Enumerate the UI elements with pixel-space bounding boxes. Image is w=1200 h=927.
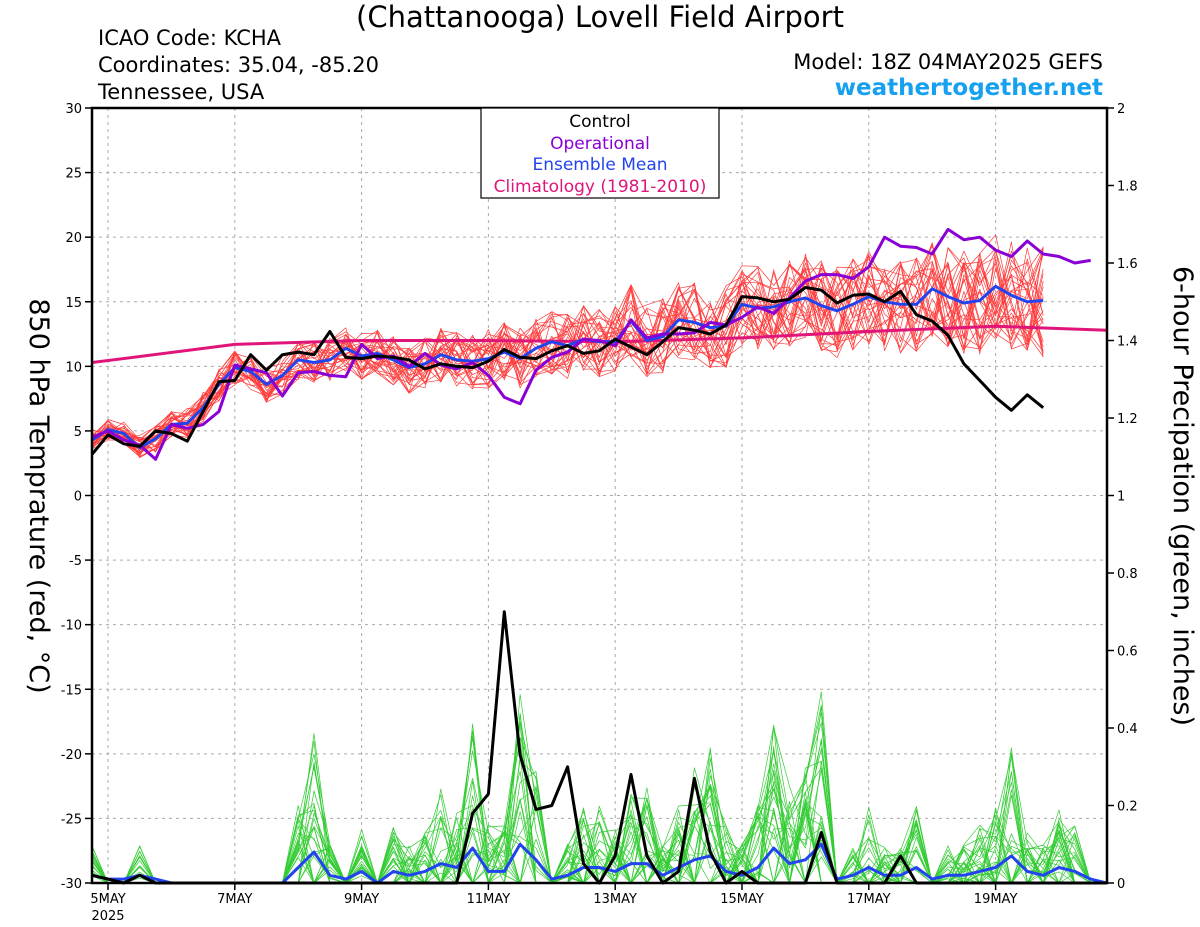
y2-tick-label: 1.4 [1117,335,1138,350]
precip-members [91,691,1107,884]
precip-member-line [92,694,1107,884]
y-tick-label: 15 [65,296,82,311]
y-tick-label: -10 [61,619,82,634]
y-tick-label: 5 [74,425,82,440]
y2-tick-label: 1.6 [1117,257,1138,272]
y-tick-label: -25 [61,812,82,827]
temp-member-line [91,241,1044,449]
x-tick-label: 17MAY [847,892,891,907]
temp-member-line [92,258,1044,451]
model-run: Model: 18Z 04MAY2025 GEFS [793,50,1103,74]
temp-operational-line [91,227,1091,461]
y2-tick-label: 1.2 [1117,412,1138,427]
temp-control-line [91,286,1045,456]
temp-member-line [92,259,1044,441]
x-tick-label: 7MAY [217,892,252,907]
legend-operational: Operational [550,134,650,154]
x-tick-label: 13MAY [593,892,637,907]
y-tick-label: 25 [65,167,82,182]
temp-member-line [92,258,1044,446]
y2-tick-label: 0.2 [1117,800,1138,815]
legend-box [480,107,720,199]
x-tick-label: 5MAY [90,892,125,907]
legend-climatology: Climatology (1981-2010) [494,177,707,197]
y2-tick-label: 1 [1117,490,1125,505]
precip-member-line [91,721,1107,884]
y-axis-label: 850 hPa Temprature (red, °C) [23,298,54,693]
x-tick-label: 11MAY [467,892,511,907]
temp-member-line [92,250,1044,457]
temp-member-line [91,242,1044,452]
y2-tick-label: 2 [1117,102,1125,117]
location: Tennessee, USA [98,80,265,104]
x-tick-label: 19MAY [974,892,1018,907]
y2-tick-label: 0 [1117,877,1125,892]
precip-member-line [92,723,1107,884]
x-tick-label: 9MAY [344,892,379,907]
grid-lines [92,108,1107,883]
precip-member-line [92,691,1107,884]
temp-member-line [91,252,1044,446]
y2-tick-label: 0.4 [1117,722,1138,737]
y-tick-label: 30 [65,102,82,117]
temp-member-line [91,258,1044,449]
y2-tick-label: 0.8 [1117,567,1138,582]
precip-control-line [91,610,1107,885]
y-tick-label: -5 [69,554,82,569]
x-tick-label: 15MAY [720,892,764,907]
legend: Control Operational Ensemble Mean Climat… [480,107,720,199]
axis-ticks: 302520151050-5-10-15-20-25-3021.81.61.41… [61,102,1138,924]
y2-tick-label: 0.6 [1117,645,1138,660]
y-tick-label: 0 [74,490,82,505]
y-tick-label: 10 [65,360,82,375]
temp-member-line [92,251,1044,455]
y-tick-label: -15 [61,683,82,698]
precip-member-line [92,722,1107,884]
coordinates: Coordinates: 35.04, -85.20 [98,53,379,77]
legend-control: Control [569,112,630,132]
x-tick-year: 2025 [91,909,124,924]
y-tick-label: -20 [61,748,82,763]
legend-ensemble-mean: Ensemble Mean [532,155,667,175]
site-link[interactable]: weathertogether.net [834,75,1103,101]
icao-code: ICAO Code: KCHA [98,26,282,50]
y-tick-label: -30 [61,877,82,892]
y2-axis-label: 6-hour Precipation (green, inches) [1167,266,1198,726]
precip-member-line [92,724,1107,884]
y-tick-label: 20 [65,231,82,246]
chart-title: (Chattanooga) Lovell Field Airport [356,0,844,34]
y2-tick-label: 1.8 [1117,180,1138,195]
